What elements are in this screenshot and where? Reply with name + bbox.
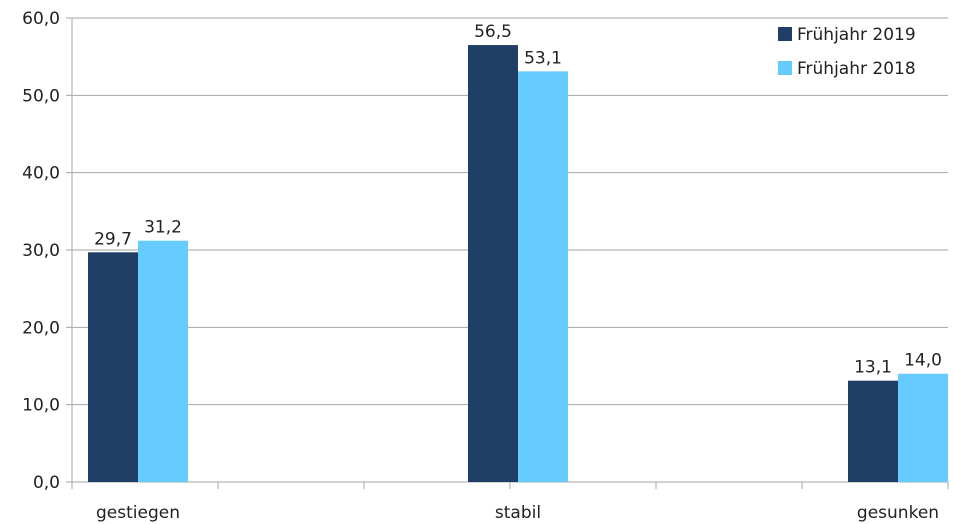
legend-entry: Frühjahr 2019 (797, 25, 916, 45)
y-tick-label: 60,0 (22, 9, 60, 29)
category-label-gestiegen: gestiegen (96, 503, 180, 523)
legend-swatch (778, 27, 792, 41)
bar-stabil-2019 (468, 45, 518, 483)
y-tick-label: 40,0 (22, 164, 60, 184)
y-tick-label: 0,0 (33, 473, 60, 493)
data-label: 14,0 (904, 351, 942, 371)
category-label-gesunken: gesunken (857, 503, 939, 523)
y-tick-label: 20,0 (22, 318, 60, 338)
bar-gestiegen-2018 (138, 240, 188, 482)
category-label-stabil: stabil (495, 503, 541, 523)
y-axis-tick-labels: 0,0 10,0 20,0 30,0 40,0 50,0 60,0 (22, 9, 60, 493)
data-label: 56,5 (474, 22, 512, 42)
bar-stabil-2018 (518, 71, 568, 483)
legend-entry: Frühjahr 2018 (797, 59, 916, 79)
bar-gesunken-2018 (898, 373, 948, 482)
bar-gestiegen-2019 (88, 252, 138, 482)
bar-gesunken-2019 (848, 380, 898, 482)
legend-swatch (778, 61, 792, 75)
y-tick-label: 50,0 (22, 86, 60, 106)
category-labels: gestiegen stabil gesunken (96, 503, 939, 523)
data-label: 13,1 (854, 358, 892, 378)
data-label: 53,1 (524, 48, 562, 68)
data-label: 29,7 (94, 229, 132, 249)
data-label: 31,2 (144, 218, 182, 238)
y-tick-label: 30,0 (22, 241, 60, 261)
legend: Frühjahr 2019 Frühjahr 2018 (778, 25, 916, 79)
y-tick-label: 10,0 (22, 396, 60, 416)
data-labels: 29,7 31,2 56,5 53,1 13,1 14,0 (94, 22, 942, 378)
bars (88, 45, 948, 483)
